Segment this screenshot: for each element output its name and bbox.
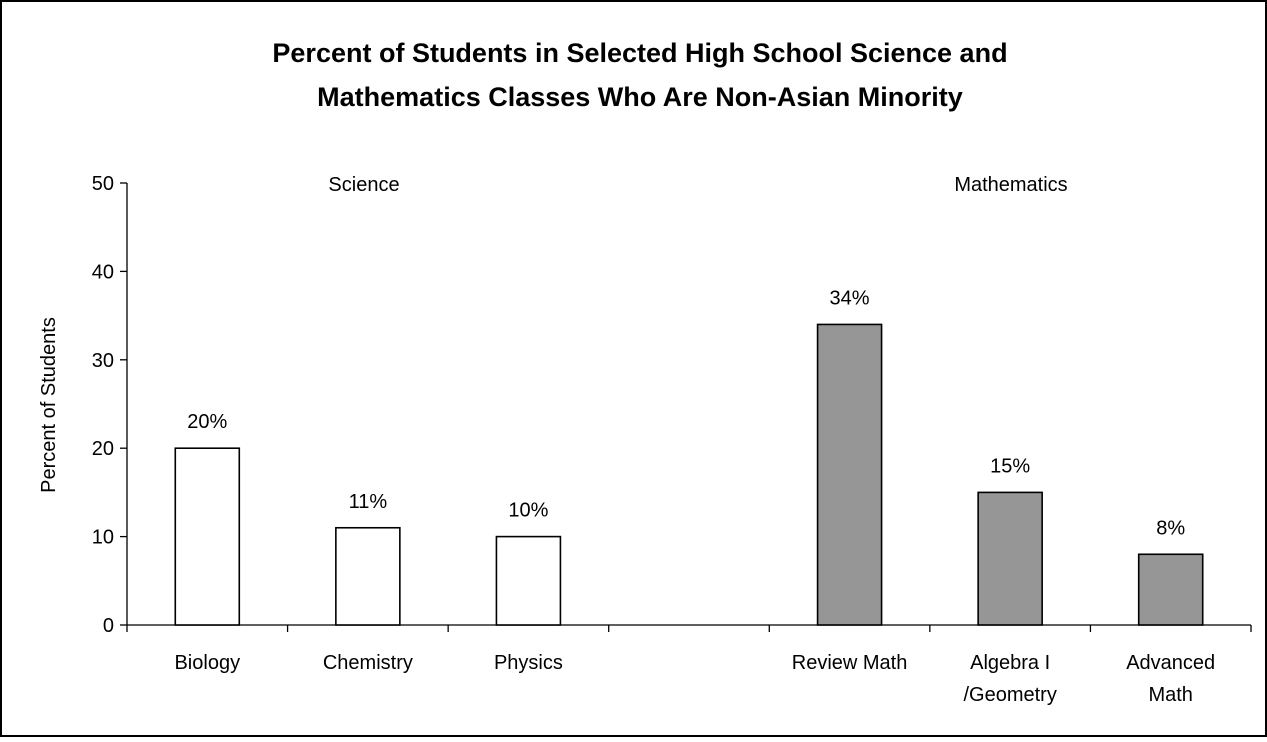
x-tick-label: Physics [494, 652, 563, 674]
y-tick-label: 20 [92, 438, 114, 460]
y-tick-label: 10 [92, 527, 114, 549]
y-tick-label: 30 [92, 350, 114, 372]
bar [816, 323, 883, 626]
x-tick-label: Review Math [792, 652, 908, 674]
data-label: 11% [349, 491, 388, 513]
bar [174, 447, 241, 626]
y-tick-label: 0 [103, 615, 114, 637]
data-label: 10% [508, 500, 548, 522]
chart-title-line-2: Mathematics Classes Who Are Non-Asian Mi… [317, 82, 963, 112]
bar [977, 491, 1043, 626]
data-label: 34% [830, 287, 870, 309]
group-label-science: Science [328, 174, 399, 196]
x-tick-label: /Geometry [963, 684, 1056, 706]
x-tick-label: Advanced [1126, 652, 1215, 674]
y-axis-label: Percent of Students [38, 317, 60, 493]
group-label-mathematics: Mathematics [954, 174, 1067, 196]
bar [335, 526, 401, 626]
y-tick-label: 40 [92, 261, 114, 283]
x-tick-label: Math [1148, 684, 1192, 706]
x-tick-label: Biology [174, 652, 240, 674]
data-label: 8% [1156, 517, 1185, 539]
data-label: 15% [990, 455, 1030, 477]
data-label: 20% [187, 411, 227, 433]
y-tick-label: 50 [92, 173, 114, 195]
chart-title-line-1: Percent of Students in Selected High Sch… [272, 38, 1007, 68]
x-tick-label: Chemistry [323, 652, 413, 674]
bar [1137, 553, 1204, 626]
x-tick-label: Algebra I [970, 652, 1050, 674]
bar [495, 535, 562, 626]
plot-area: 0 10 20 30 40 50 20% Biology 11% Chemistry 10% Phys… [92, 173, 1252, 706]
